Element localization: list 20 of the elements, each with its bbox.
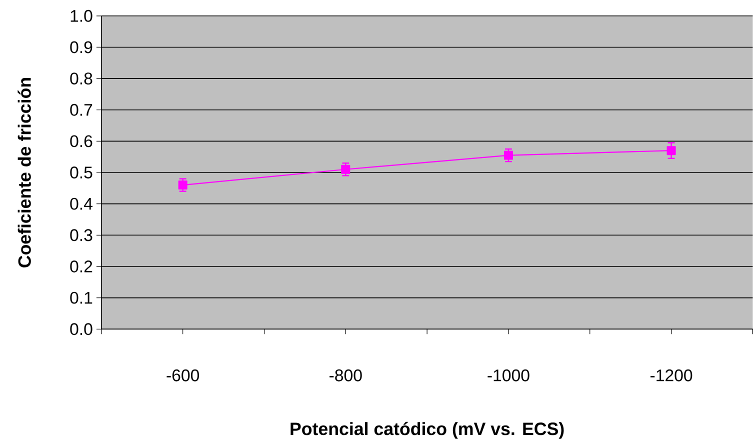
- x-tick-label: -1200: [650, 369, 692, 382]
- y-tick-label: 0.1: [70, 292, 92, 304]
- y-tick-label: 0.0: [70, 323, 92, 336]
- y-tick-label: 0.8: [70, 72, 92, 85]
- y-tick-label: 0.4: [70, 198, 92, 210]
- point: [341, 164, 350, 174]
- y-tick-label: 0.6: [70, 135, 92, 148]
- x-axis-title: Potencial catódico (mV vs. ECS): [290, 422, 564, 439]
- y-tick-label: 0.7: [70, 104, 92, 116]
- y-tick-label: 0.2: [70, 260, 92, 272]
- x-tick-label: -1000: [488, 369, 530, 382]
- point: [666, 146, 676, 156]
- y-tick-label: 0.5: [70, 166, 92, 178]
- y-axis-title: Coeficiente de fricción: [18, 78, 31, 268]
- x-tick-label: -800: [330, 369, 362, 382]
- y-tick-label: 1.0: [70, 10, 92, 22]
- x-tick-label: -600: [166, 369, 200, 382]
- point: [504, 150, 513, 160]
- y-tick-label: 0.3: [70, 229, 92, 242]
- y-tick-label: 0.9: [70, 41, 92, 54]
